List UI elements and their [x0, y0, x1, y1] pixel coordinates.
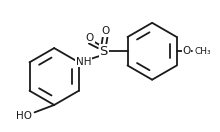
Text: O: O	[86, 33, 94, 43]
Text: CH₃: CH₃	[195, 47, 211, 56]
Text: HO: HO	[16, 110, 32, 121]
Text: O: O	[101, 26, 110, 36]
Text: NH: NH	[76, 57, 92, 67]
Text: O: O	[182, 46, 190, 56]
Text: S: S	[99, 45, 108, 58]
